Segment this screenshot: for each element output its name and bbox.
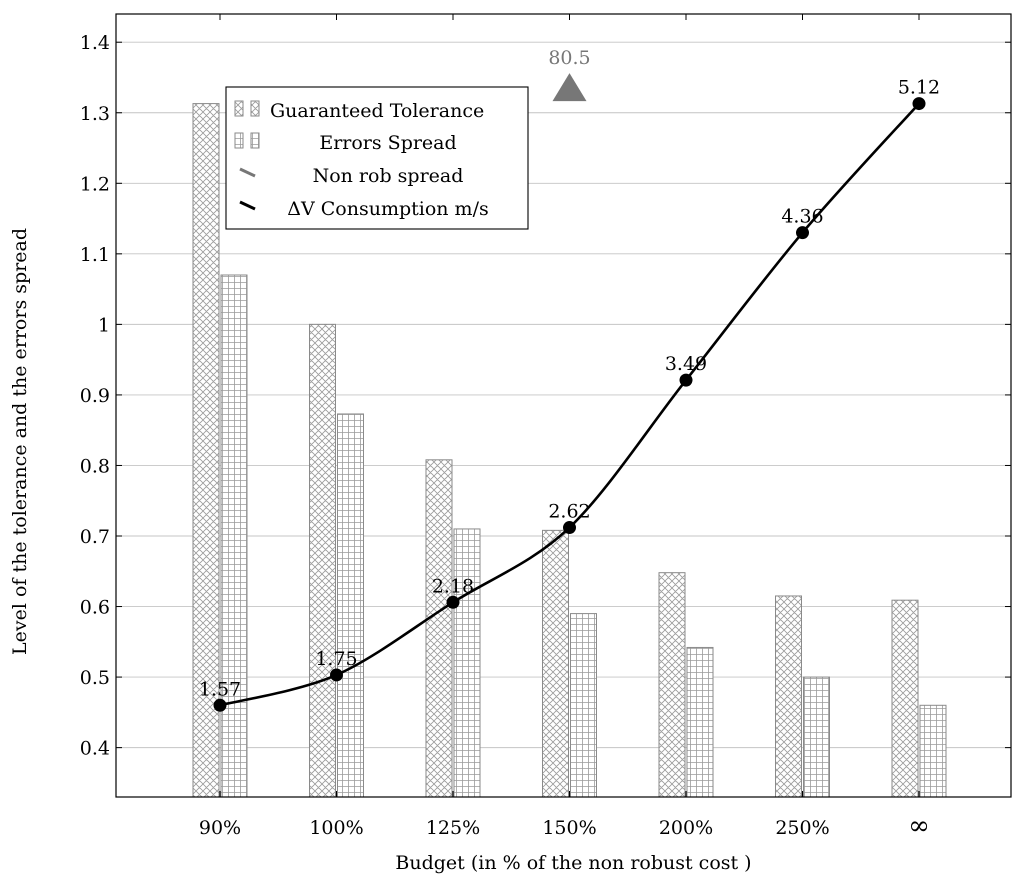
legend-label: Guaranteed Tolerance [270,100,484,122]
consumption-label-1: 1.75 [315,648,357,670]
consumption-label-3: 2.62 [548,501,590,523]
y-tick-label: 0.4 [80,738,110,760]
y-tick-label: 0.9 [80,385,110,407]
consumption-point-6 [912,97,926,111]
legend-swatch [250,132,260,149]
errors-spread-bar-2 [453,528,481,798]
consumption-label-2: 2.18 [432,575,474,597]
y-tick-label: 1.3 [80,103,110,125]
legend-label: ΔV Consumption m/s [287,198,488,220]
y-tick-label: 0.7 [80,526,110,548]
x-tick-label: 250% [775,817,829,839]
legend-label: Non rob spread [313,165,464,187]
bars [192,103,947,798]
y-tick-label: 0.8 [80,455,110,477]
x-tick-label: 100% [309,817,363,839]
consumption-point-4 [679,373,693,387]
errors-spread-bar-3 [570,613,597,798]
consumption-line: 1.57 1.75 2.18 2.62 3.49 4.36 5.12 [199,77,940,712]
legend-swatch [234,100,244,117]
grid-lines [116,41,1011,749]
plot-frame [115,13,1012,798]
y-tick-label: 1.1 [80,244,110,266]
x-tick-label: 90% [199,817,241,839]
tolerance-bar-5 [775,595,802,798]
legend-line-swatch [239,200,256,211]
y-tick-label: 1.4 [80,32,110,54]
consumption-point-3 [563,521,576,535]
annotation-triangle-marker [552,73,587,102]
y-tick-label: 0.6 [80,597,110,619]
x-axis-title: Budget (in % of the non robust cost ) [395,852,751,874]
consumption-label-6: 5.12 [898,77,940,99]
errors-spread-bar-4 [686,646,714,798]
tolerance-bar-1 [309,323,336,798]
tolerance-bar-6 [891,599,919,798]
errors-spread-bar-0 [220,274,248,798]
annotations: 80.5 [548,47,591,102]
annotation-label: 80.5 [548,47,590,69]
y-tick-label: 1 [98,314,110,336]
legend-box [225,86,529,230]
legend-swatch [250,100,260,117]
y-tick-label: 0.5 [80,667,110,689]
x-tick-label: 200% [659,817,713,839]
tolerance-bar-4 [658,572,686,798]
consumption-label-0: 1.57 [199,678,241,700]
tolerance-bar-0 [192,103,220,798]
consumption-label-4: 3.49 [665,353,707,375]
y-tick-label: 1.2 [80,173,110,195]
errors-spread-bar-5 [803,676,830,798]
legend: Guaranteed Tolerance Errors Spread Non rob… [225,86,529,230]
consumption-point-1 [330,668,343,682]
x-tick-label: ∞ [908,811,930,841]
consumption-point-0 [213,698,227,712]
consumption-label-5: 4.36 [781,206,823,228]
legend-swatch [234,132,244,149]
tolerance-bar-3 [542,529,569,798]
legend-line-swatch [239,167,256,178]
errors-spread-bar-6 [919,704,947,798]
tolerance-bar-2 [425,459,453,798]
x-tick-label: 150% [542,817,596,839]
x-tick-label: 125% [426,817,480,839]
axes: 0.4 0.5 0.6 0.7 0.8 0.9 1 1.1 1.2 1.3 1.4 90% 100% 12… [9,13,1012,874]
errors-spread-bar-1 [337,413,364,798]
legend-label: Errors Spread [319,132,456,154]
y-axis-title: Level of the tolerance and the errors sp… [9,228,31,655]
consumption-point-2 [446,595,460,609]
consumption-point-5 [796,226,809,240]
